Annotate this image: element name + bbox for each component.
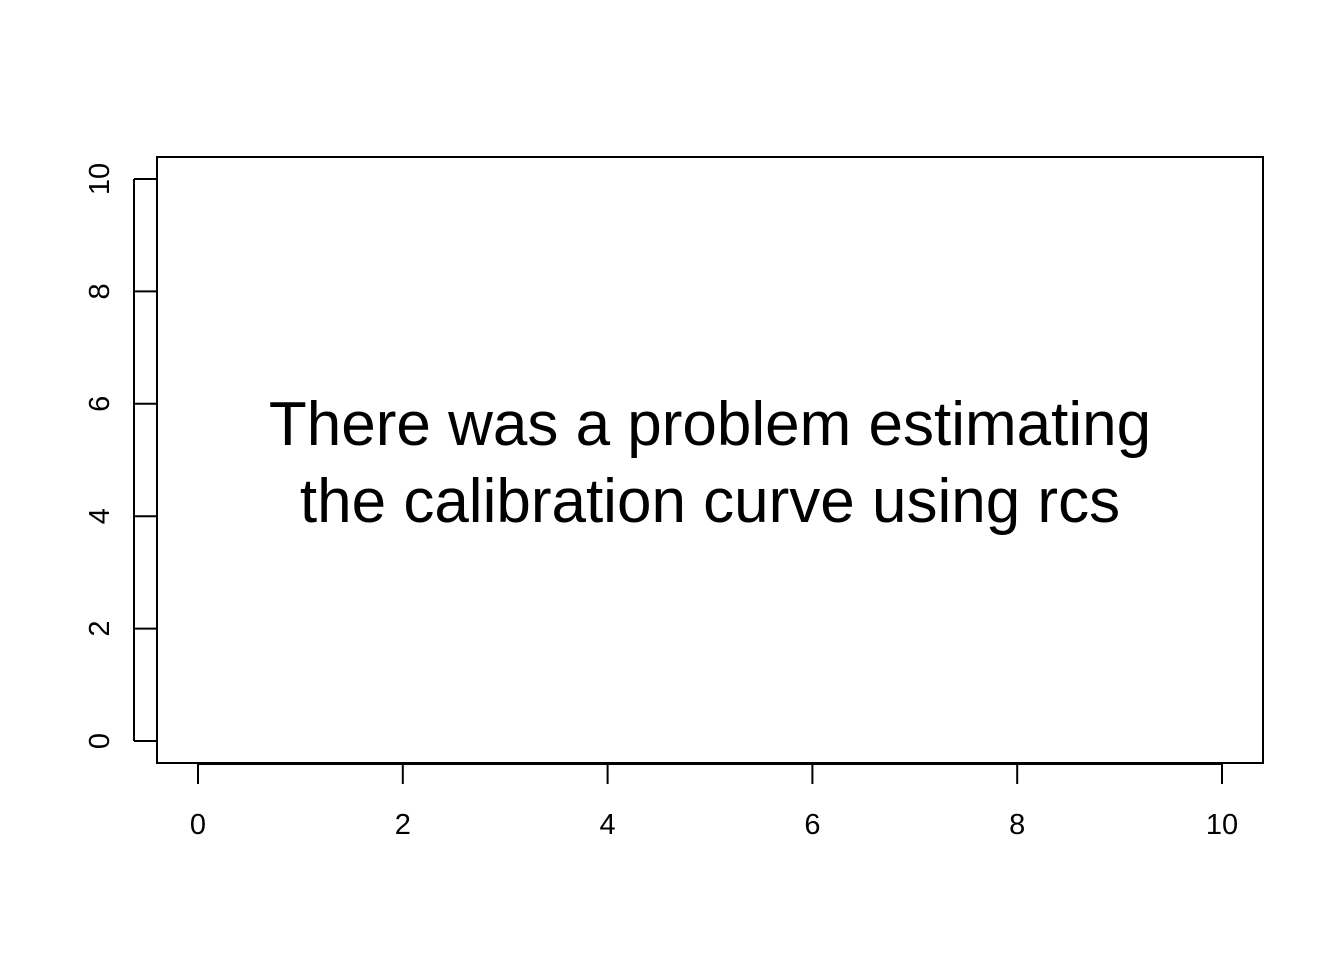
- x-tick-label: 4: [600, 809, 616, 841]
- message-line-1: There was a problem estimating: [269, 390, 1151, 459]
- y-tick-label: 6: [84, 396, 116, 412]
- y-tick-label: 2: [84, 621, 116, 637]
- y-tick-label: 4: [84, 508, 116, 524]
- x-tick-label: 2: [395, 809, 411, 841]
- x-tick-label: 10: [1206, 809, 1238, 841]
- x-tick-label: 0: [190, 809, 206, 841]
- y-tick-label: 0: [84, 733, 116, 749]
- message-line-2: the calibration curve using rcs: [300, 467, 1120, 536]
- y-axis: 0 2 4 6 8 10: [84, 163, 157, 749]
- y-tick-label: 10: [84, 163, 116, 195]
- x-axis: 0 2 4 6 8 10: [190, 763, 1238, 841]
- x-tick-label: 8: [1009, 809, 1025, 841]
- x-tick-label: 6: [804, 809, 820, 841]
- y-tick-label: 8: [84, 283, 116, 299]
